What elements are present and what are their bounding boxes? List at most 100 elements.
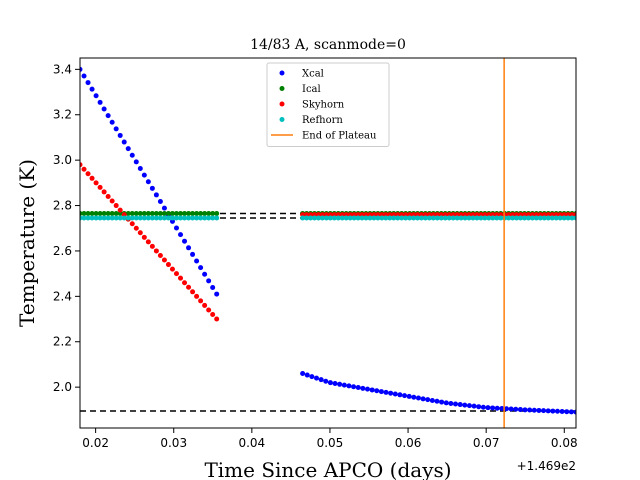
xcal-point — [93, 93, 99, 99]
xcal-point — [554, 408, 560, 414]
skyhorn-point — [149, 243, 155, 249]
legend: Xcal Ical Skyhorn Refhorn End of Plateau — [266, 62, 390, 147]
xcal-point — [300, 371, 306, 377]
refhorn-point — [478, 215, 484, 221]
xcal-point — [415, 395, 421, 401]
refhorn-point — [300, 215, 306, 221]
skyhorn-point — [81, 166, 87, 172]
legend-box — [266, 62, 390, 147]
ical-point — [109, 210, 115, 216]
xcal-point — [89, 86, 95, 92]
refhorn-point — [97, 215, 103, 221]
ical-point — [125, 210, 131, 216]
ical-point — [129, 210, 135, 216]
ical-point — [113, 210, 119, 216]
refhorn-point — [486, 215, 492, 221]
xcal-point — [117, 132, 123, 138]
refhorn-point — [117, 215, 123, 221]
xcal-point — [81, 73, 87, 79]
refhorn-point — [182, 215, 188, 221]
xcal-point — [186, 245, 192, 251]
xcal-point — [332, 380, 338, 386]
xcal-point — [157, 199, 163, 205]
refhorn-point — [529, 215, 535, 221]
xcal-point — [323, 378, 329, 384]
legend-label-ical: Ical — [302, 84, 321, 95]
skyhorn-point — [105, 193, 111, 199]
legend-label-xcal: Xcal — [302, 69, 324, 80]
refhorn-point — [359, 215, 365, 221]
skyhorn-point — [93, 180, 99, 186]
refhorn-point — [482, 215, 488, 221]
xcal-point — [210, 284, 216, 290]
xcal-point — [374, 388, 380, 394]
xcal-point — [109, 119, 115, 125]
ical-point — [182, 210, 188, 216]
refhorn-point — [323, 215, 329, 221]
y-tick-label: 2.2 — [53, 335, 72, 349]
x-tick-label: 0.06 — [395, 436, 422, 450]
y-tick-label: 3.4 — [53, 62, 72, 76]
refhorn-point — [549, 215, 555, 221]
refhorn-point — [561, 215, 567, 221]
xcal-point — [568, 409, 574, 415]
refhorn-point — [490, 215, 496, 221]
legend-marker-xcal — [279, 70, 285, 76]
xcal-point — [141, 172, 147, 178]
xcal-point — [397, 392, 403, 398]
xcal-point — [564, 409, 570, 415]
xcal-point — [202, 271, 208, 277]
refhorn-point — [367, 215, 373, 221]
x-axis-title: Time Since APCO (days) — [204, 458, 451, 480]
legend-label-skyhorn: Skyhorn — [302, 100, 345, 111]
refhorn-point — [462, 215, 468, 221]
refhorn-point — [450, 215, 456, 221]
xcal-point — [314, 375, 320, 381]
refhorn-point — [173, 215, 179, 221]
xcal-point — [411, 394, 417, 400]
xcal-point — [406, 393, 412, 399]
legend-marker-skyhorn — [279, 101, 285, 107]
refhorn-point — [304, 215, 310, 221]
refhorn-point — [565, 215, 571, 221]
plot-frame — [79, 57, 577, 429]
xcal-point — [490, 405, 496, 411]
refhorn-point — [194, 215, 200, 221]
xcal-point — [388, 390, 394, 396]
refhorn-point — [145, 215, 151, 221]
skyhorn-point — [202, 302, 208, 308]
skyhorn-point — [145, 239, 151, 245]
refhorn-point — [93, 215, 99, 221]
ical-point — [93, 210, 99, 216]
refhorn-point — [312, 215, 317, 221]
xcal-point — [508, 406, 514, 412]
legend-marker-refhorn — [279, 117, 285, 122]
xcal-point — [522, 407, 528, 413]
xcal-point — [453, 401, 459, 407]
xcal-point — [327, 380, 333, 386]
xcal-point — [434, 398, 440, 404]
xcal-point — [531, 407, 537, 413]
xcal-point — [392, 391, 398, 397]
ical-point — [141, 210, 147, 216]
xcal-point — [178, 232, 184, 238]
refhorn-point — [525, 215, 531, 221]
xcal-point — [153, 192, 159, 198]
refhorn-point — [347, 215, 353, 221]
xcal-point — [145, 179, 151, 185]
xcal-point — [364, 386, 370, 392]
xcal-point — [137, 165, 143, 171]
xcal-point — [346, 383, 352, 389]
refhorn-point — [510, 215, 516, 221]
refhorn-point — [339, 215, 345, 221]
ical-point — [194, 210, 200, 216]
refhorn-point — [383, 215, 389, 221]
ical-point — [206, 210, 212, 216]
y-tick-label: 2.4 — [53, 289, 72, 303]
skyhorn-point — [182, 280, 188, 286]
y-axis: 2.0 2.2 2.4 2.6 2.8 3.0 3.2 3.4 — [53, 62, 80, 394]
refhorn-point — [399, 215, 405, 221]
skyhorn-point — [178, 275, 184, 281]
skyhorn-point — [153, 248, 159, 254]
refhorn-point — [113, 215, 119, 221]
